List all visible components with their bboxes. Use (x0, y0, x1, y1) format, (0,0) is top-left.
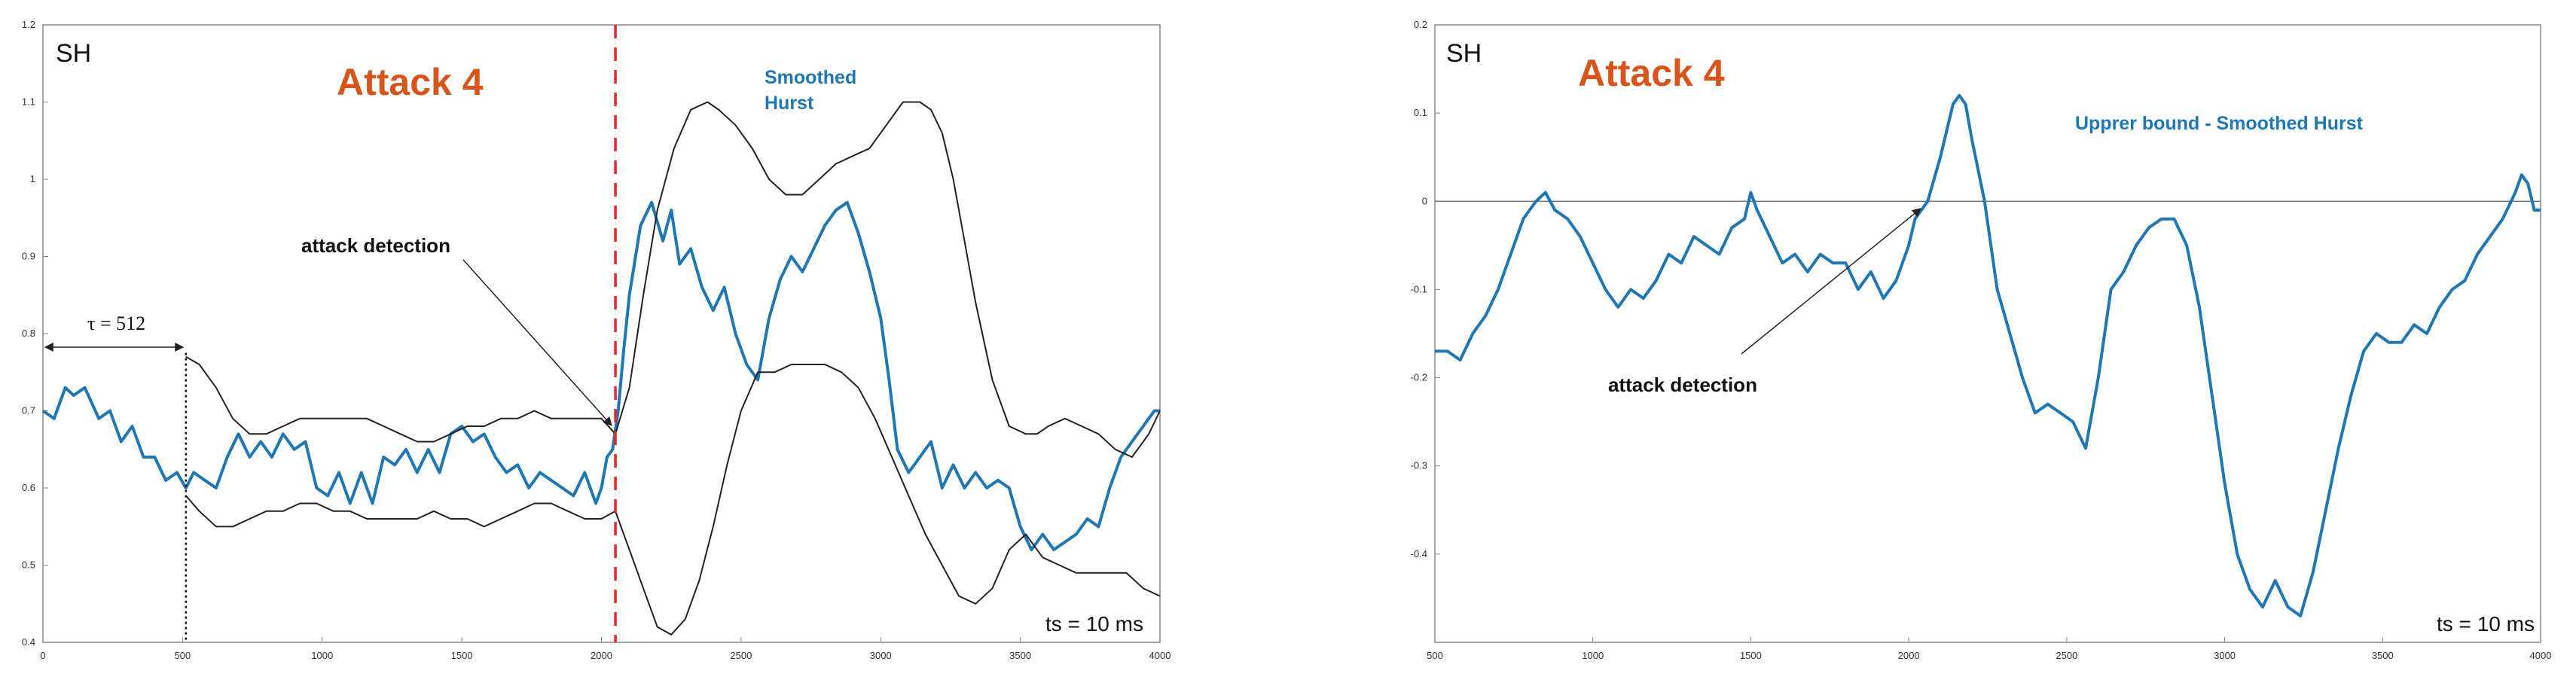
left-y-tick-label: 0.7 (22, 405, 35, 416)
right-x-tick-label: 4000 (2530, 650, 2552, 661)
right-attack-detection-arrow (1741, 208, 1921, 355)
right-panel-tag: SH (1446, 39, 1482, 68)
right-plot-frame (1434, 24, 2541, 643)
right-x-tick-label: 2000 (1898, 650, 1920, 661)
right-x-tick-label: 3000 (2214, 650, 2236, 661)
left-series-upper-bound (185, 101, 1161, 458)
left-y-tick-label: 0.5 (22, 560, 35, 571)
left-panel-tag: SH (56, 39, 91, 68)
right-chart-title: Attack 4 (1578, 52, 1725, 94)
left-x-tick-label: 2000 (591, 650, 612, 661)
right-series-label: Upprer bound - Smoothed Hurst (2075, 113, 2364, 134)
left-x-tick-label: 0 (40, 650, 45, 661)
right-x-tick-label: 1000 (1582, 650, 1604, 661)
left-x-tick-label: 2500 (730, 650, 752, 661)
right-y-tick-label: -0.1 (1411, 283, 1427, 294)
left-y-tick-label: 0.4 (22, 636, 35, 648)
left-x-tick-label: 1000 (311, 650, 333, 661)
right-y-axis: -0.4 -0.3 -0.2 -0.1 0 0.1 0.2 (1411, 19, 1440, 560)
left-plot-frame (42, 24, 1161, 643)
left-chart-marks (41, 25, 1161, 642)
left-series-label-line1: Smoothed (765, 67, 856, 88)
left-ts-label: ts = 10 ms (1045, 612, 1143, 636)
right-ts-label: ts = 10 ms (2437, 612, 2535, 636)
right-y-tick-label: 0.2 (1414, 19, 1427, 30)
left-x-axis: 0 500 1000 1500 2000 2500 3000 3500 4000 (40, 637, 1170, 661)
left-y-tick-label: 1.1 (22, 96, 35, 108)
left-y-tick-label: 0.9 (22, 251, 35, 262)
right-attack-detection-label: attack detection (1608, 374, 1757, 396)
left-y-tick-label: 0.6 (22, 482, 35, 493)
left-x-tick-label: 3500 (1009, 650, 1031, 661)
right-y-tick-label: -0.2 (1411, 372, 1427, 383)
left-x-tick-label: 1500 (451, 650, 473, 661)
right-y-tick-label: 0 (1422, 195, 1427, 206)
right-x-tick-label: 1500 (1740, 650, 1762, 661)
right-y-tick-label: 0.1 (1414, 107, 1427, 118)
left-y-tick-label: 1.2 (22, 19, 35, 30)
left-series-lower-bound (185, 364, 1161, 636)
left-y-tick-label: 0.8 (22, 328, 35, 339)
right-x-tick-label: 3500 (2372, 650, 2394, 661)
right-y-tick-label: -0.3 (1411, 460, 1427, 471)
tau-label: τ = 512 (87, 313, 145, 334)
right-chart-panel: -0.4 -0.3 -0.2 -0.1 0 0.1 0.2 500 1000 1500 2000 2… (1411, 19, 2552, 661)
right-x-tick-label: 500 (1427, 650, 1443, 661)
right-series-upprer-bound-smoothed-hurst (1435, 93, 2541, 617)
right-x-axis: 500 1000 1500 2000 2500 3000 3500 4000 (1427, 637, 2551, 661)
left-chart-panel: 0.4 0.5 0.6 0.7 0.8 0.9 1 1.1 1.2 0 500 1000 1500 20… (22, 19, 1171, 661)
right-y-tick-label: -0.4 (1411, 548, 1427, 560)
left-series-label-line2: Hurst (765, 93, 814, 114)
left-y-axis: 0.4 0.5 0.6 0.7 0.8 0.9 1 1.1 1.2 (22, 19, 48, 648)
left-attack-detection-arrow (462, 259, 612, 426)
left-y-tick-label: 1 (30, 173, 35, 184)
left-chart-title: Attack 4 (337, 61, 484, 103)
left-series-smoothed-hurst (41, 200, 1160, 551)
right-chart-marks (1435, 93, 2541, 617)
left-x-tick-label: 4000 (1149, 650, 1171, 661)
left-attack-detection-label: attack detection (301, 234, 450, 257)
left-x-tick-label: 3000 (870, 650, 892, 661)
left-x-tick-label: 500 (175, 650, 191, 661)
right-x-tick-label: 2500 (2056, 650, 2077, 661)
